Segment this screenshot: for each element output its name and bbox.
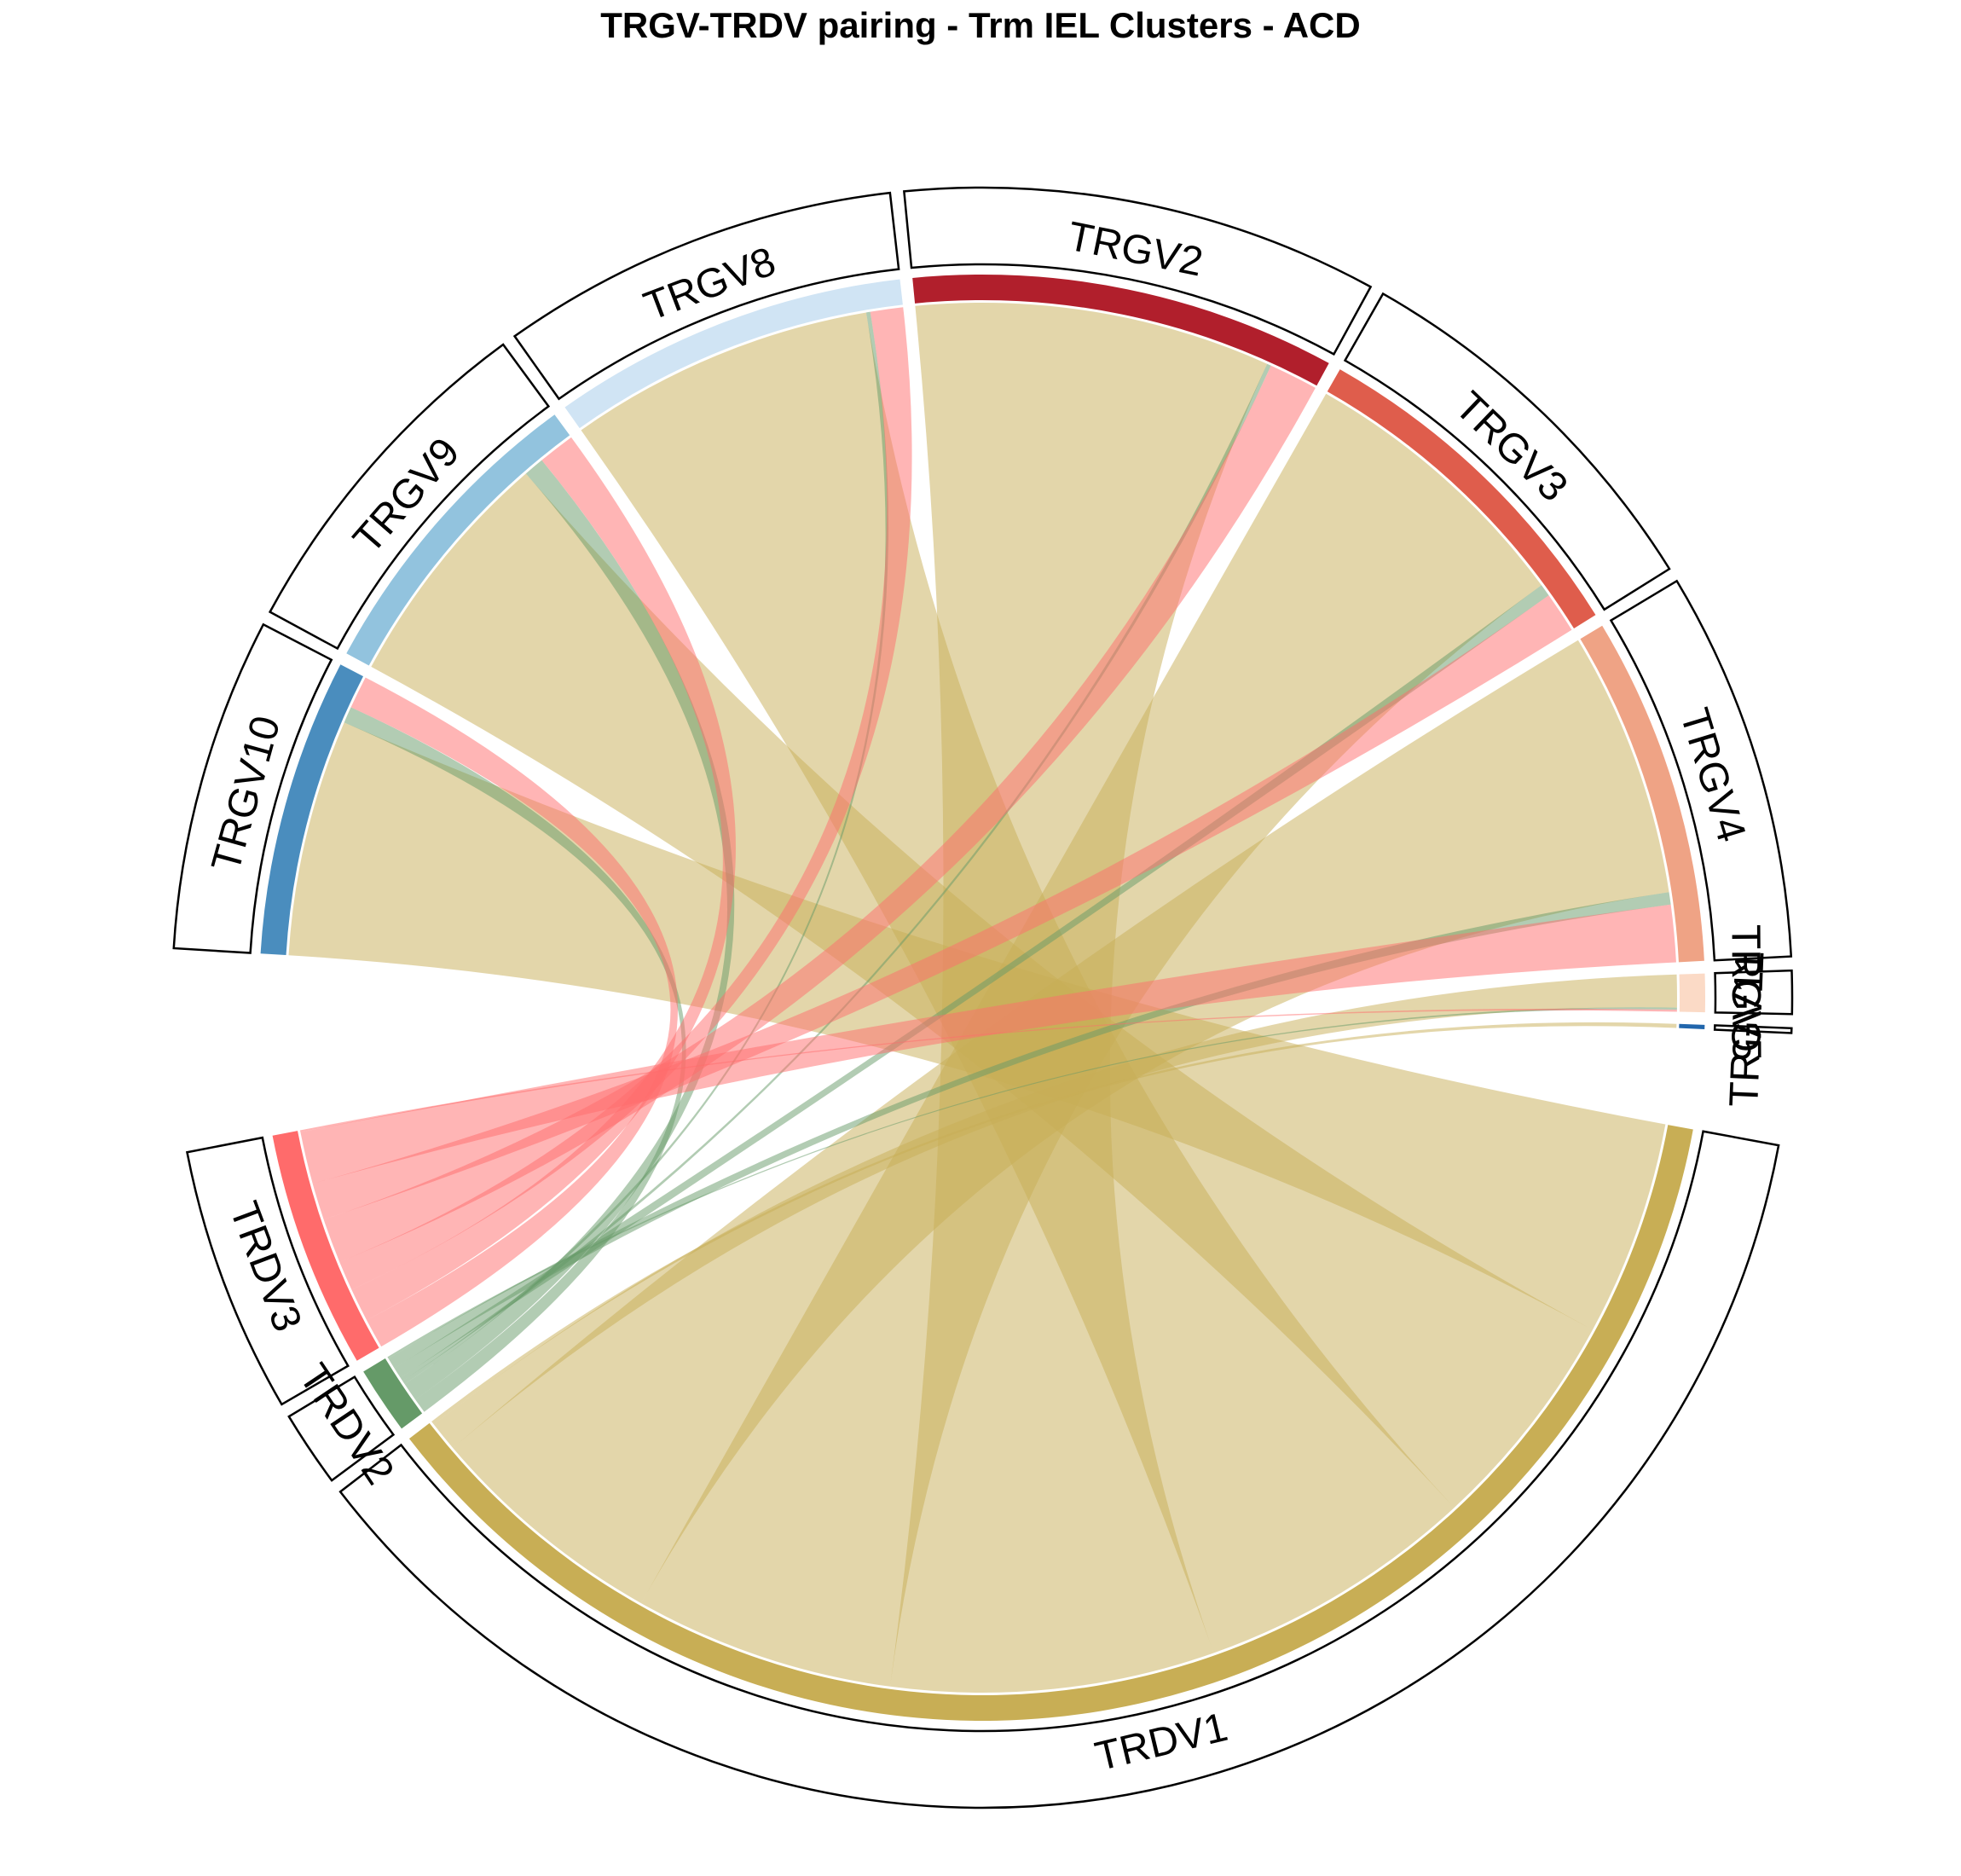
chord-link-trgv10-trdv3 [350,677,679,1347]
chart-title: TRGV-TRDV pairing - Trm IEL Clusters - A… [600,5,1361,45]
chord-link-trgv3-trdv3 [312,595,1572,1220]
label-track-trdv2 [287,1375,396,1482]
sector-band-trgv5 [1679,973,1705,1013]
sector-band-trgv10 [260,664,364,956]
label-track-trgv10 [172,622,333,954]
sector-band-trgv4 [1580,625,1704,963]
tracks-layer [172,186,1794,1809]
sector-band-trgv9 [346,414,570,666]
links-layer [288,302,1677,1693]
sector-label-trgv5: TRGV5 [1722,924,1768,1061]
label-track-trgv8 [512,191,900,401]
sector-band-trgv11 [1679,1023,1705,1029]
label-track-trgv3 [1343,292,1671,611]
chord-link-trgv4-trdv1 [453,640,1669,1604]
label-track-trgv11 [1713,1024,1793,1034]
label-track-trgv9 [268,343,551,651]
label-track-trgv2 [902,186,1373,356]
sector-band-trdv3 [272,1131,379,1361]
chord-link-trgv4-trdv3 [300,904,1676,1184]
label-track-trgv4 [1609,579,1793,962]
sector-band-trdv2 [363,1358,423,1429]
sector-label-trgv11: TRGV11 [1721,950,1773,1108]
sector-band-trgv2 [912,274,1329,386]
chord-link-trgv9-trdv2 [404,460,735,1400]
label-track-trgv5 [1714,969,1794,1016]
label-track-trdv1 [338,1130,1780,1809]
sector-band-trgv8 [564,279,903,429]
label-track-trdv3 [185,1136,350,1406]
sector-band-trgv3 [1327,369,1596,629]
